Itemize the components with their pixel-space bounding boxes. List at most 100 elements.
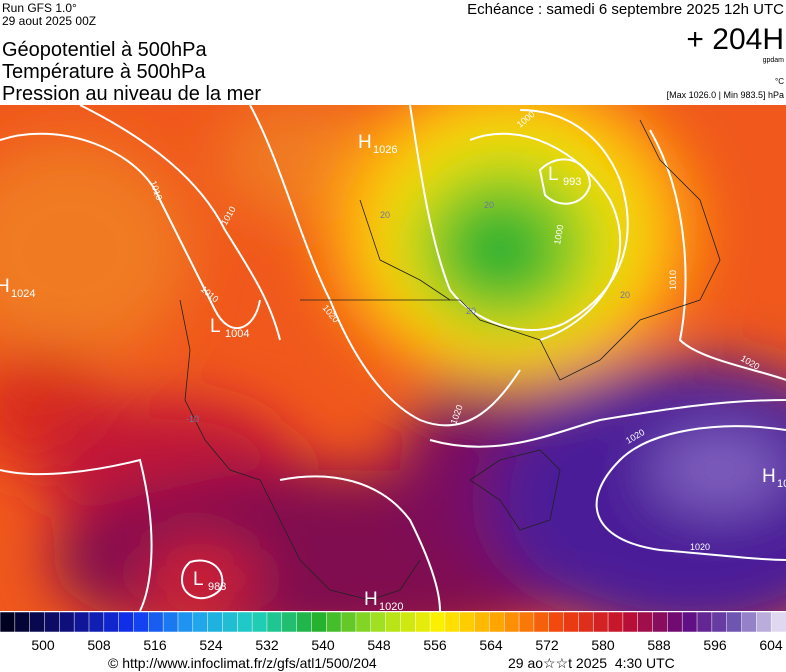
colorbar-swatch [400,611,416,633]
unit-temp: °C [775,77,784,86]
colorbar-swatch [518,611,535,633]
system-letter: L [193,569,204,590]
colorbar-swatch [0,611,16,633]
colorbar-swatch [459,611,476,633]
system-pressure: 983 [208,581,226,593]
system-pressure: 1024 [11,288,35,300]
pressure-range: [Max 1026.0 | Min 983.5] hPa [667,90,784,100]
system-letter: H [762,466,776,487]
colorbar-swatch [696,611,713,633]
colorbar-swatch [296,611,313,633]
colorbar-swatch [29,611,46,633]
colorbar-swatch [222,611,239,633]
colorbar-swatch [444,611,461,633]
colorbar-swatch [118,611,135,633]
valid-time: Echéance : samedi 6 septembre 2025 12h U… [467,1,784,18]
colorbar-label: 564 [479,637,503,653]
colorbar-label: 524 [199,637,223,653]
colorbar-swatch [741,611,758,633]
colorbar-swatch [326,611,342,633]
temperature-label: 20 [620,290,630,300]
colorbar-swatch [59,611,75,633]
lead-time: + 204H [686,23,784,56]
map [0,105,786,611]
source: © http://www.infoclimat.fr/z/gfs/atl1/50… [108,655,377,671]
colorbar-swatch [103,611,120,633]
colorbar-swatch [311,611,328,633]
colorbar-swatch [756,611,772,633]
colorbar-label: 548 [367,637,391,653]
colorbar-label: 588 [647,637,671,653]
colorbar-swatch [578,611,594,633]
colorbar: 500 508 516 524 532 540 548 556 564 572 580 588 596 6… [0,611,786,653]
colorbar-swatch [251,611,268,633]
colorbar-swatch [133,611,150,633]
colorbar-swatch [266,611,283,633]
colorbar-label: 556 [423,637,447,653]
colorbar-swatch [73,611,90,633]
title: Géopotentiel à 500hPa [2,39,207,61]
system-pressure: 1020 [379,601,403,613]
timestamp: 29 ao☆☆t 2025 4:30 UTC [508,655,675,671]
colorbar-swatch [148,611,164,633]
colorbar-swatch [711,611,728,633]
colorbar-swatch [533,611,550,633]
colorbar-swatch [429,611,446,633]
colorbar-swatch [162,611,179,633]
colorbar-label: 604 [759,637,783,653]
temperature-label: 20 [380,210,390,220]
colorbar-label: 508 [87,637,111,653]
colorbar-swatch [548,611,565,633]
colorbar-swatch [14,611,31,633]
system-letter: L [210,316,221,337]
run-date: 29 aout 2025 00Z [2,14,96,28]
colorbar-swatch [177,611,194,633]
system-letter: H [0,276,10,297]
system-pressure: 1026 [373,144,397,156]
colorbar-label: 580 [591,637,615,653]
system-letter: H [364,589,378,610]
colorbar-swatch [88,611,105,633]
colorbar-swatch [355,611,372,633]
isobar-label: 1010 [668,270,678,290]
colorbar-label: 540 [311,637,335,653]
colorbar-swatch [622,611,639,633]
colorbar-swatch [563,611,580,633]
colorbar-swatch [770,611,786,633]
title: Température à 500hPa [2,61,206,83]
colorbar-swatch [607,611,624,633]
colorbar-swatch [667,611,683,633]
isobar-label: 1000 [552,224,565,245]
colorbar-label: 596 [703,637,727,653]
system-pressure: 993 [563,176,581,188]
run-label: Run GFS 1.0° [2,1,77,15]
colorbar-swatch [592,611,609,633]
colorbar-swatch [637,611,654,633]
colorbar-label: 572 [535,637,559,653]
colorbar-swatch [474,611,491,633]
colorbar-swatch [370,611,387,633]
colorbar-swatch [340,611,357,633]
isobar-label: 1020 [690,542,710,552]
temperature-label: 20 [466,306,476,316]
unit-geo: gpdam [763,57,785,64]
colorbar-swatch [385,611,402,633]
colorbar-label: 532 [255,637,279,653]
colorbar-swatch [503,611,520,633]
system-pressure: 10 [777,478,786,490]
colorbar-swatch [726,611,743,633]
temperature-label: -10 [186,414,199,424]
colorbar-label: 516 [143,637,167,653]
colorbar-swatch [237,611,253,633]
colorbar-label: 500 [31,637,55,653]
colorbar-swatch [207,611,224,633]
system-letter: H [358,132,372,153]
system-letter: L [548,164,559,185]
colorbar-swatch [281,611,298,633]
colorbar-swatch [652,611,669,633]
colorbar-swatch [44,611,61,633]
temperature-label: 20 [484,200,494,210]
title: Pression au niveau de la mer [2,83,261,105]
colorbar-swatch [489,611,505,633]
colorbar-swatch [681,611,698,633]
